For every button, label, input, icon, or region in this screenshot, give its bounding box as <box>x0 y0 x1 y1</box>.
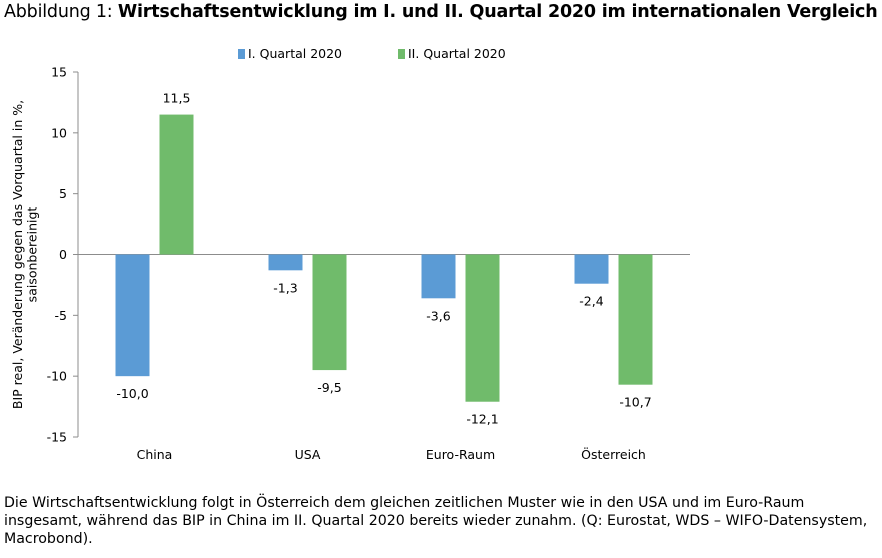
data-label: -9,5 <box>317 380 341 395</box>
y-tick-label: -5 <box>55 308 67 323</box>
bar-q2 <box>618 254 653 385</box>
x-tick-label: Österreich <box>581 446 646 462</box>
legend-label-q1: I. Quartal 2020 <box>248 46 343 61</box>
legend-label-q2: II. Quartal 2020 <box>408 46 506 61</box>
data-label: -1,3 <box>273 280 297 295</box>
x-tick-label: China <box>137 447 173 462</box>
title-prefix: Abbildung 1: <box>4 2 113 22</box>
legend-item-q1: I. Quartal 2020 <box>238 46 342 61</box>
data-label: -3,6 <box>426 308 450 323</box>
x-tick-label: USA <box>295 447 321 462</box>
bar-q1 <box>574 254 609 284</box>
data-label: -2,4 <box>579 294 603 309</box>
bar-q2 <box>159 114 194 255</box>
y-tick-label: 0 <box>59 247 67 262</box>
bar-chart: 15 10 5 0 -5 -10 -15 BIP real, Veränderung gege… <box>10 65 690 462</box>
caption: Die Wirtschaftsentwicklung folgt in Öste… <box>4 495 868 547</box>
legend-swatch-q2 <box>398 49 405 59</box>
x-tick-label: Euro-Raum <box>426 447 495 462</box>
bar-q1 <box>268 254 303 271</box>
y-tick-label: -10 <box>47 369 67 384</box>
y-axis-title: BIP real, Veränderung gegen das Vorquart… <box>10 100 40 409</box>
data-label: 11,5 <box>163 91 191 106</box>
data-label: -10,7 <box>619 395 651 410</box>
data-label: -12,1 <box>466 412 498 427</box>
legend: I. Quartal 2020 II. Quartal 2020 <box>0 46 882 64</box>
bar-q1 <box>115 254 150 377</box>
y-tick-label: 15 <box>51 65 67 80</box>
legend-swatch-q1 <box>238 49 245 59</box>
y-tick-label: 10 <box>51 125 67 140</box>
data-label: -10,0 <box>116 386 148 401</box>
bar-q2 <box>312 254 347 371</box>
bar-q1 <box>421 254 456 299</box>
y-tick-label: -15 <box>47 430 67 445</box>
bar-q2 <box>465 254 500 402</box>
legend-item-q2: II. Quartal 2020 <box>398 46 506 61</box>
title-main: Wirtschaftsentwicklung im I. und II. Qua… <box>117 2 878 22</box>
chart-title: Abbildung 1: Wirtschaftsentwicklung im I… <box>4 2 880 22</box>
y-tick-label: 5 <box>59 186 67 201</box>
